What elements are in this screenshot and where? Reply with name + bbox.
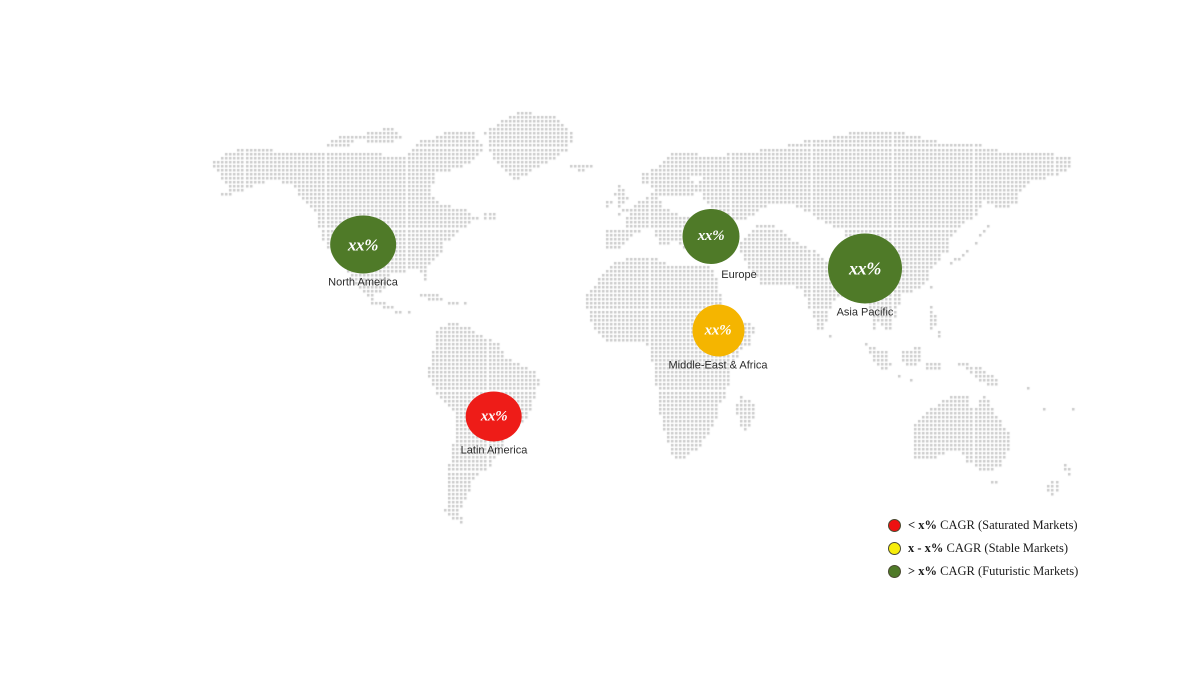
bubble-circle-latin-america[interactable]: xx% <box>466 391 522 442</box>
bubble-value-europe: xx% <box>697 227 725 244</box>
region-bubble-latin-america[interactable]: xx% Latin America <box>460 391 528 457</box>
legend: < x% CAGR (Saturated Markets) x - x% CAGR… <box>888 518 1078 578</box>
region-bubble-asia-pacific[interactable]: xx% Asia Pacific <box>828 233 902 318</box>
bubble-circle-middle-east-africa[interactable]: xx% <box>691 304 744 357</box>
bubble-circle-asia-pacific[interactable]: xx% <box>828 233 902 304</box>
legend-range-saturated: < x% <box>908 517 937 532</box>
legend-range-stable: x - x% <box>908 540 944 555</box>
legend-desc-stable: CAGR (Stable Markets) <box>946 540 1069 555</box>
legend-desc-saturated: CAGR (Saturated Markets) <box>940 517 1078 532</box>
legend-item-futuristic[interactable]: > x% CAGR (Futuristic Markets) <box>888 564 1078 578</box>
legend-desc-futuristic: CAGR (Futuristic Markets) <box>940 563 1079 578</box>
bubble-label-middle-east-africa: Middle-East & Africa <box>668 359 768 372</box>
bubble-circle-north-america[interactable]: xx% <box>329 215 396 274</box>
legend-item-stable[interactable]: x - x% CAGR (Stable Markets) <box>888 541 1078 555</box>
legend-dot-stable <box>888 541 901 555</box>
legend-label-futuristic: > x% CAGR (Futuristic Markets) <box>908 565 1078 578</box>
bubble-label-latin-america: Latin America <box>460 444 528 457</box>
bubble-value-north-america: xx% <box>347 234 379 254</box>
legend-dot-saturated <box>888 518 901 532</box>
bubble-value-latin-america: xx% <box>480 407 508 424</box>
bubble-label-north-america: North America <box>328 276 398 289</box>
legend-dot-futuristic <box>888 564 901 578</box>
region-bubble-middle-east-africa[interactable]: xx% Middle-East & Africa <box>668 304 768 372</box>
region-bubble-europe[interactable]: xx% Europe <box>682 208 757 281</box>
bubble-circle-europe[interactable]: xx% <box>682 208 740 264</box>
bubble-label-europe: Europe <box>721 268 757 281</box>
bubble-label-asia-pacific: Asia Pacific <box>836 306 894 319</box>
region-bubble-north-america[interactable]: xx% North America <box>328 215 398 288</box>
legend-item-saturated[interactable]: < x% CAGR (Saturated Markets) <box>888 518 1078 532</box>
legend-label-saturated: < x% CAGR (Saturated Markets) <box>908 519 1078 532</box>
bubble-value-asia-pacific: xx% <box>848 258 882 279</box>
legend-label-stable: x - x% CAGR (Stable Markets) <box>908 542 1068 555</box>
legend-range-futuristic: > x% <box>908 563 937 578</box>
bubble-value-middle-east-africa: xx% <box>704 321 732 338</box>
